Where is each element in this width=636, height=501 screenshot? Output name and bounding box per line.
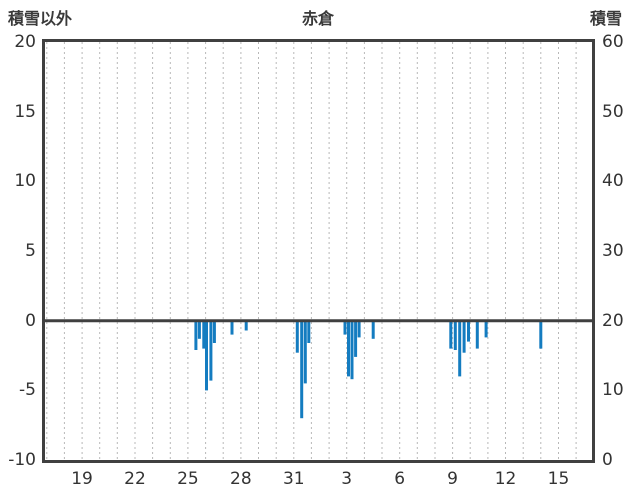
bar — [347, 320, 350, 377]
left-axis-tick-label: 10 — [14, 171, 36, 192]
left-axis-tick-label: 15 — [14, 101, 36, 122]
bar — [295, 320, 299, 353]
x-axis-tick-label: 6 — [394, 469, 406, 489]
x-axis-tick-label: 3 — [341, 469, 353, 489]
left-axis-tick-label: 20 — [14, 32, 36, 52]
right-axis-tick-label: 60 — [602, 32, 624, 52]
x-axis-tick-label: 19 — [71, 469, 93, 489]
bar — [194, 320, 198, 350]
right-axis-tick-label: 40 — [602, 171, 624, 192]
bar — [462, 320, 466, 353]
x-axis-tick-label: 12 — [494, 469, 517, 489]
bar — [484, 320, 488, 338]
bar — [212, 320, 216, 343]
right-axis-tick-label: 30 — [602, 241, 624, 261]
left-axis-tick-label: -5 — [19, 380, 36, 401]
bar — [303, 320, 307, 384]
bar — [209, 320, 213, 381]
bar — [197, 320, 201, 339]
bar — [307, 320, 311, 343]
bar — [244, 320, 248, 331]
bar — [467, 320, 470, 342]
right-axis-tick-label: 10 — [602, 380, 624, 401]
right-axis-title: 積雪 — [589, 9, 622, 28]
x-axis-tick-label: 15 — [547, 469, 570, 489]
plot-area — [42, 39, 595, 463]
chart-svg — [45, 42, 592, 460]
x-axis-tick-label: 9 — [447, 469, 458, 489]
left-axis-title: 積雪以外 — [8, 9, 73, 28]
x-axis-tick-label: 31 — [282, 469, 305, 489]
left-axis-tick-label: 5 — [25, 241, 36, 261]
x-axis-tick-label: 22 — [124, 469, 146, 489]
left-axis-tick-label: 0 — [25, 310, 36, 331]
bar — [350, 320, 354, 380]
bar — [371, 320, 375, 339]
chart-title: 赤倉 — [301, 9, 334, 28]
right-axis-tick-label: 50 — [602, 101, 624, 122]
x-axis-tick-label: 28 — [230, 469, 252, 489]
bar — [475, 320, 479, 349]
bar — [205, 320, 208, 391]
bar — [449, 320, 453, 349]
bar — [343, 320, 347, 335]
left-axis-tick-label: -10 — [8, 450, 36, 470]
bar — [453, 320, 457, 350]
bar — [357, 320, 361, 338]
x-axis-tick-label: 25 — [177, 469, 199, 489]
bar — [354, 320, 358, 357]
right-axis-tick-label: 0 — [602, 450, 613, 470]
bar — [539, 320, 543, 349]
bar — [458, 320, 462, 377]
bar — [230, 320, 234, 335]
bar — [202, 320, 206, 349]
right-axis-tick-label: 20 — [602, 310, 624, 331]
bar — [300, 320, 304, 419]
